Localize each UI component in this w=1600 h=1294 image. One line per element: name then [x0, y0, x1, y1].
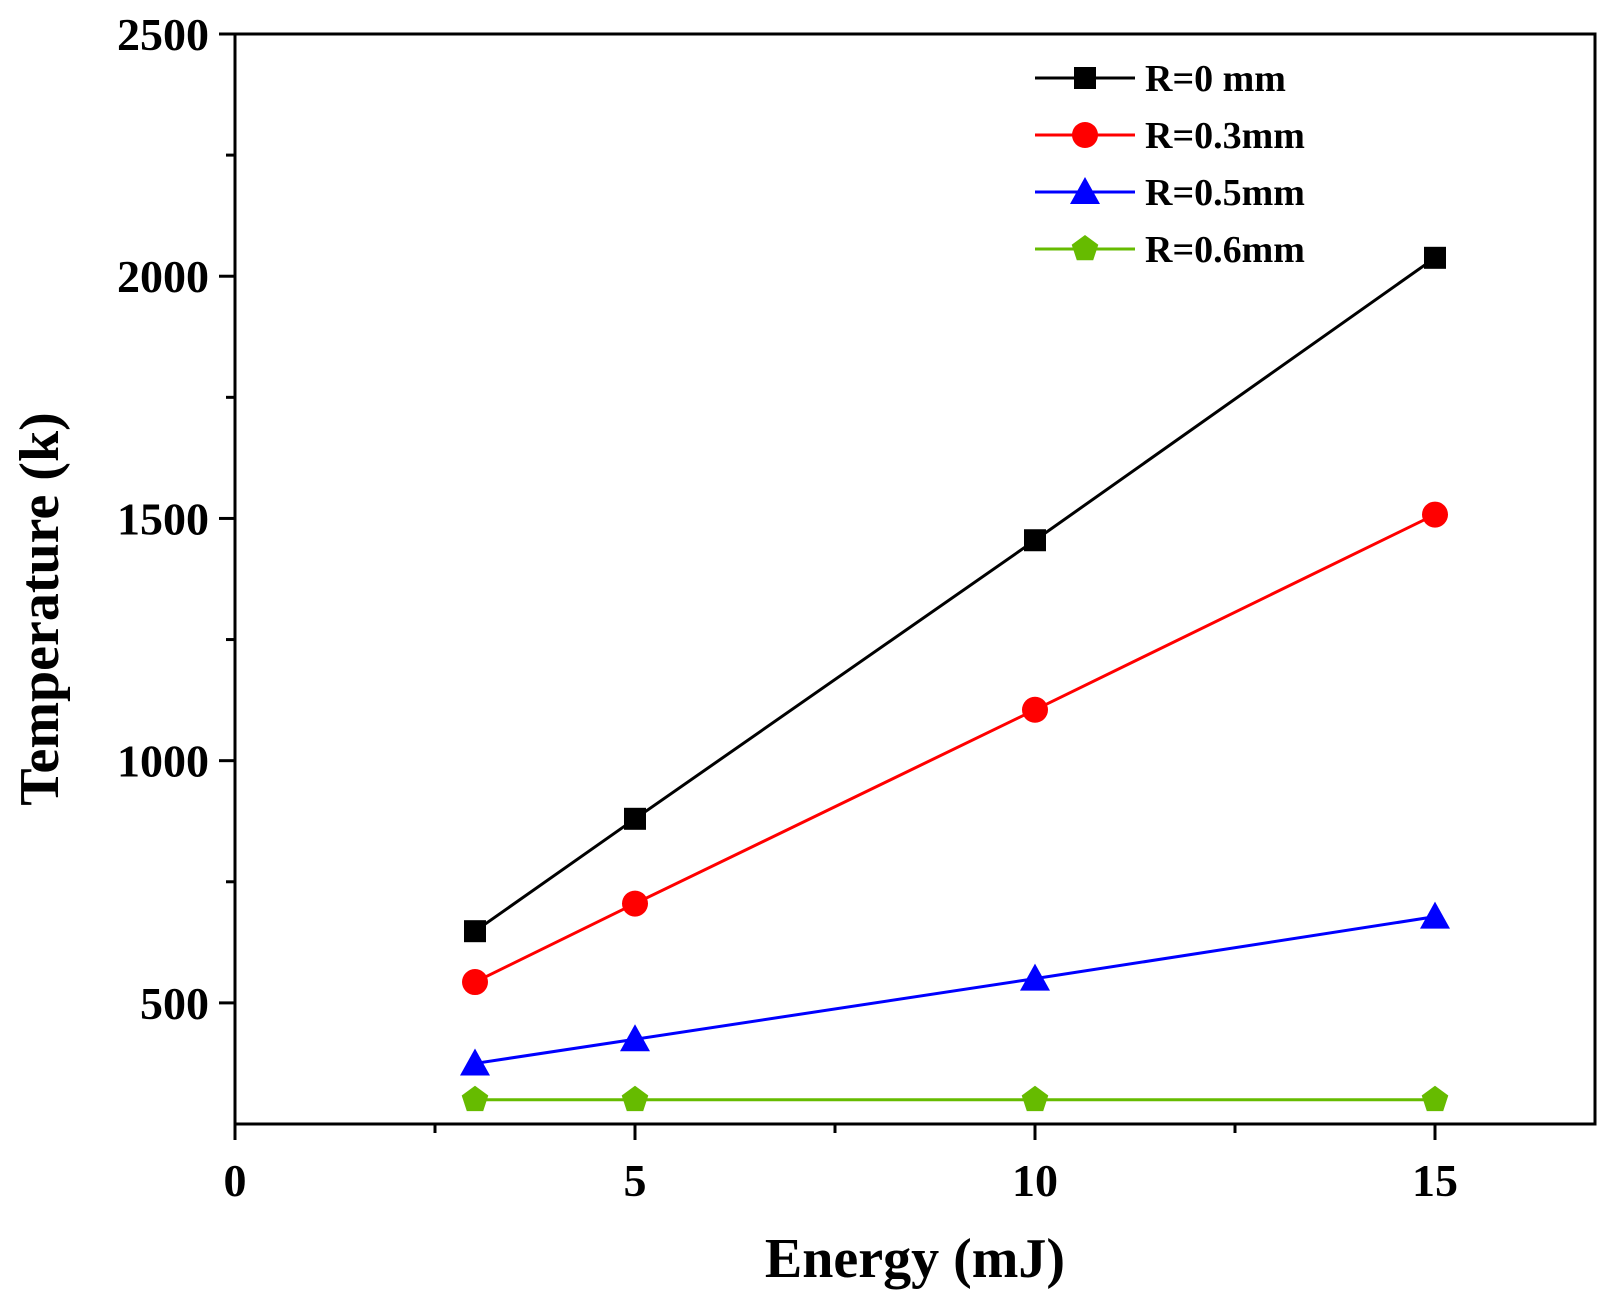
- series-r-0-6mm: [461, 1085, 1449, 1112]
- y-tick-label: 2000: [117, 251, 209, 302]
- y-tick-label: 1500: [117, 493, 209, 544]
- legend-item: R=0.5mm: [1035, 172, 1305, 214]
- legend-marker: [1072, 122, 1098, 148]
- x-tick-label: 5: [624, 1155, 647, 1206]
- x-tick-label: 15: [1412, 1155, 1458, 1206]
- legend-item: R=0 mm: [1035, 58, 1286, 100]
- data-point: [464, 920, 486, 943]
- data-point: [1020, 963, 1050, 991]
- series-layer: [460, 246, 1450, 1112]
- series-line: [474, 256, 1436, 933]
- x-tick-label: 10: [1012, 1155, 1058, 1206]
- data-point: [1424, 246, 1446, 269]
- series-r-0-3mm: [462, 501, 1448, 996]
- legend-marker: [1070, 177, 1100, 204]
- series-r-0-mm: [464, 246, 1446, 943]
- legend-label: R=0.3mm: [1145, 115, 1305, 157]
- series-line: [474, 513, 1436, 984]
- data-point: [1022, 696, 1048, 723]
- legend-label: R=0.6mm: [1145, 229, 1305, 271]
- legend-marker: [1074, 67, 1096, 89]
- legend: R=0 mm R=0.3mm R=0.5mm R=0.6mm: [1035, 58, 1305, 271]
- data-point: [1422, 501, 1448, 528]
- legend-label: R=0 mm: [1145, 58, 1286, 100]
- series-line: [474, 915, 1436, 1065]
- data-point: [1421, 1085, 1449, 1112]
- data-point: [460, 1048, 490, 1076]
- legend-item: R=0.6mm: [1035, 229, 1305, 271]
- legend-label: R=0.5mm: [1145, 172, 1305, 214]
- legend-marker: [1071, 235, 1099, 261]
- x-tick-label: 0: [224, 1155, 247, 1206]
- plot-area: [233, 32, 1597, 1126]
- data-point: [624, 807, 646, 830]
- x-axis: 0 5 10 15: [224, 1124, 1458, 1206]
- data-point: [1420, 901, 1450, 929]
- data-point: [461, 1085, 489, 1112]
- data-point: [1024, 529, 1046, 552]
- y-tick-label: 500: [140, 978, 209, 1029]
- y-tick-label: 2500: [117, 9, 209, 60]
- data-point: [621, 1085, 649, 1112]
- y-axis: 500 1000 1500 2000 2500: [117, 9, 235, 1029]
- x-axis-title: Energy (mJ): [765, 1228, 1065, 1290]
- y-tick-label: 1000: [117, 736, 209, 787]
- data-point: [462, 969, 488, 996]
- data-point: [1021, 1085, 1049, 1112]
- plot-frame: [233, 32, 1597, 1126]
- y-axis-title: Temperature (k): [9, 412, 71, 806]
- data-point: [622, 890, 648, 917]
- data-point: [620, 1024, 650, 1052]
- legend-item: R=0.3mm: [1035, 115, 1305, 157]
- series-r-0-5mm: [460, 901, 1450, 1076]
